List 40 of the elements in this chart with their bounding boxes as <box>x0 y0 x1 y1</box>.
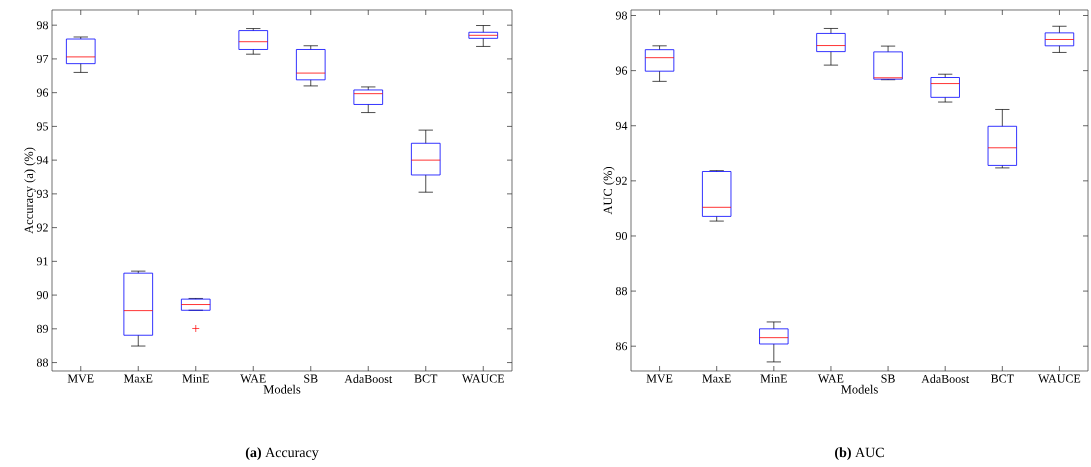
y-tick-label: 88 <box>615 287 628 296</box>
x-tick-label: BCT <box>414 374 438 383</box>
y-tick-label: 98 <box>615 11 628 20</box>
x-tick-label: MVE <box>646 374 673 383</box>
y-tick-label: 97 <box>36 54 49 63</box>
y-tick-label: 93 <box>36 189 49 198</box>
x-tick-label: AdaBoost <box>921 374 970 383</box>
y-tick-label: 90 <box>615 231 628 241</box>
y-tick-label: 98 <box>36 21 49 30</box>
x-tick-label: WAUCE <box>461 374 504 383</box>
x-tick-label: MaxE <box>702 374 731 383</box>
y-tick-label: 88 <box>36 358 49 367</box>
x-tick-label: WAE <box>240 374 266 383</box>
x-tick-label: SB <box>304 374 318 383</box>
x-axis-title: Models <box>841 384 878 394</box>
y-tick-label: 92 <box>36 223 48 232</box>
x-axis-title: Models <box>263 384 301 394</box>
y-tick-label: 86 <box>615 342 628 351</box>
text: (b) AUC <box>835 447 884 460</box>
y-tick-label: 91 <box>36 257 48 266</box>
y-tick-label: 89 <box>36 324 48 333</box>
y-tick-label: 96 <box>36 88 49 97</box>
text: (a) Accuracy <box>245 447 319 461</box>
y-axis-title: AUC (%) <box>603 166 615 215</box>
x-tick-label: SB <box>881 374 895 383</box>
y-axis-title: Accuracy (a) (%) <box>24 147 36 234</box>
x-tick-label: MinE <box>760 374 787 383</box>
x-tick-label: AdaBoost <box>344 374 393 383</box>
y-tick-label: 95 <box>36 122 49 131</box>
x-tick-label: WAUCE <box>1038 374 1081 383</box>
x-tick-label: MaxE <box>123 374 153 383</box>
x-tick-label: WAE <box>817 374 844 383</box>
y-tick-label: 96 <box>615 66 628 75</box>
y-tick-label: 92 <box>615 176 627 185</box>
y-tick-label: 94 <box>615 121 628 130</box>
x-tick-label: MVE <box>67 374 94 383</box>
y-tick-label: 94 <box>36 156 49 165</box>
y-tick-label: 90 <box>36 291 49 300</box>
x-tick-label: MinE <box>182 374 209 383</box>
x-tick-label: BCT <box>990 374 1014 383</box>
